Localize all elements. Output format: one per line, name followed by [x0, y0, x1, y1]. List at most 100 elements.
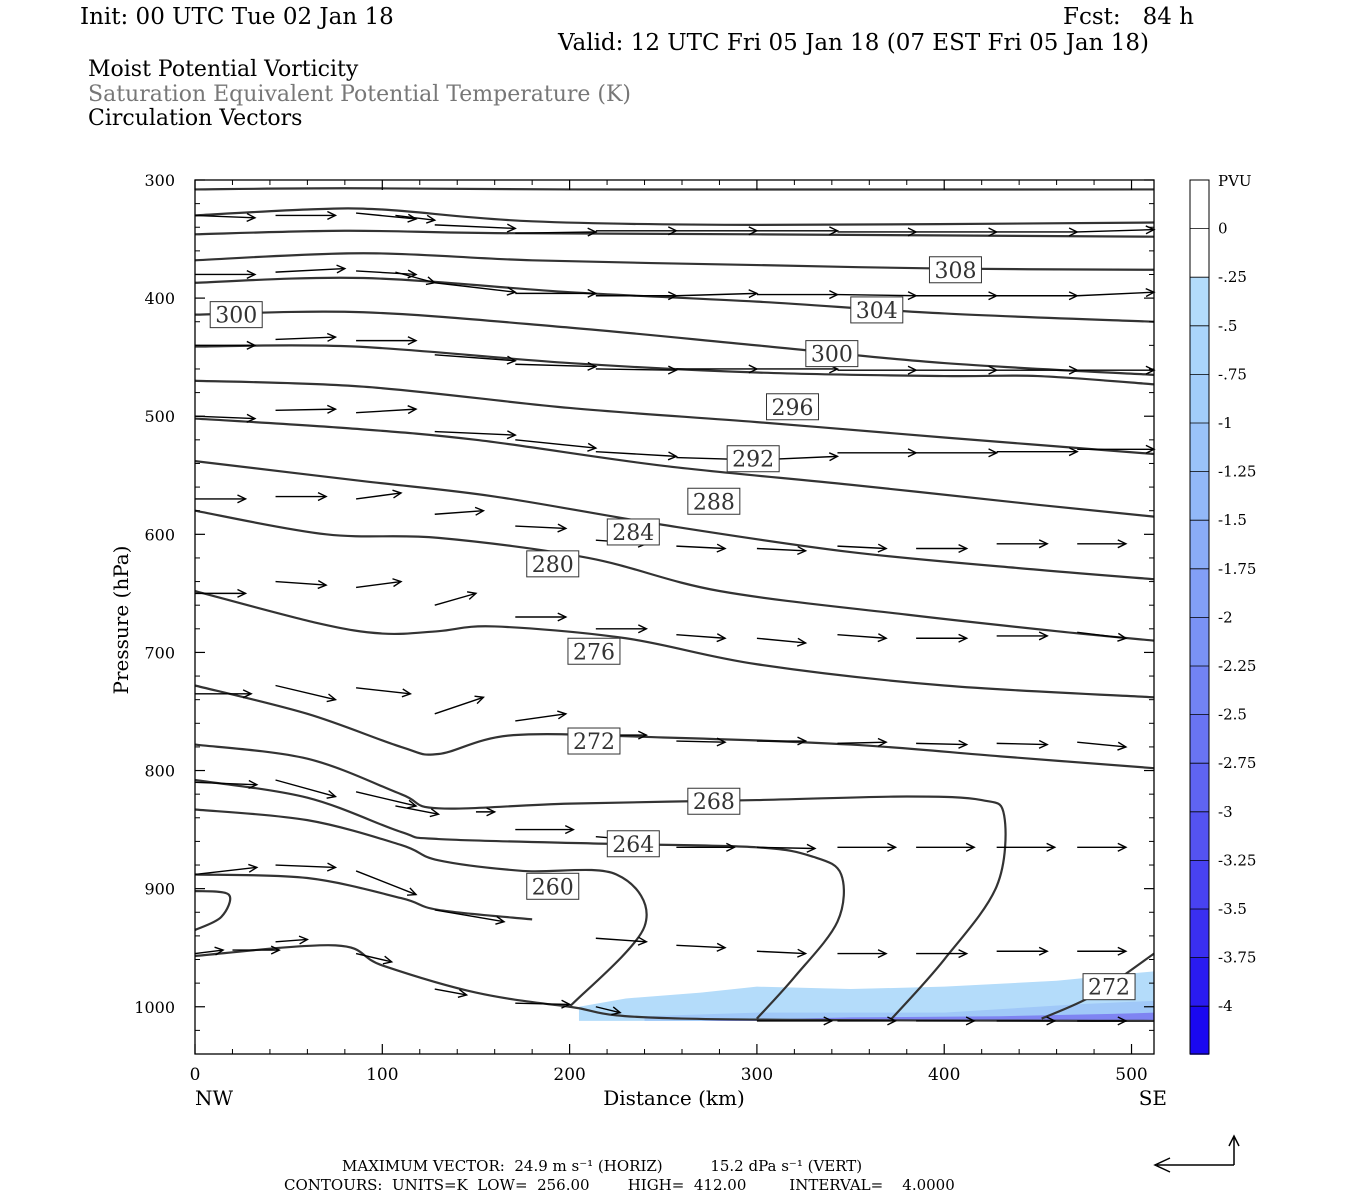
vector-arrow-99 [194, 863, 259, 876]
colorbar-swatch-10 [1190, 666, 1209, 715]
svg-text:272: 272 [1088, 976, 1130, 1001]
y-tick-label-300: 300 [144, 171, 175, 190]
colorbar-label-5: -1.25 [1218, 463, 1256, 481]
title-pv: Moist Potential Vorticity [88, 57, 359, 82]
colorbar-swatch-8 [1190, 568, 1209, 618]
vector-arrow-88 [355, 791, 418, 809]
y-axis-label: Pressure (hPa) [109, 546, 133, 695]
contour-line-11 [194, 589, 1155, 699]
vector-arrow-111 [232, 945, 281, 955]
vector-arrow-81 [756, 736, 808, 746]
contour-label-12: 264 [606, 830, 660, 858]
vector-arrow-39 [275, 404, 338, 414]
vector-arrow-65 [434, 591, 478, 606]
vector-arrow-76 [356, 687, 413, 698]
vector-arrow-86 [194, 779, 259, 789]
x-tick-label-500: 500 [1115, 1065, 1147, 1085]
svg-text:264: 264 [612, 833, 654, 858]
vector-arrow-18 [515, 288, 598, 298]
vector-arrow-119 [916, 1016, 976, 1026]
svg-text:300: 300 [215, 304, 257, 329]
y-tick-label-900: 900 [144, 880, 175, 899]
contour-line-13 [194, 743, 1007, 1020]
colorbar-label-6: -1.5 [1218, 511, 1247, 529]
svg-text:296: 296 [772, 396, 814, 421]
svg-text:284: 284 [612, 521, 654, 546]
vector-arrow-101 [355, 870, 418, 896]
contour-label-13: 260 [526, 872, 580, 900]
plot-frame [194, 179, 1155, 1055]
colorbar-swatch-9 [1190, 617, 1209, 666]
vector-arrow-26 [195, 340, 257, 350]
colorbar-swatch-13 [1190, 811, 1209, 861]
vector-arrow-120 [996, 1016, 1057, 1026]
colorbar-label-0: 0 [1218, 220, 1228, 238]
vector-arrow-25 [1077, 288, 1156, 298]
svg-text:292: 292 [732, 448, 774, 473]
vector-arrow-13 [195, 269, 257, 280]
vector-arrow-115 [515, 999, 572, 1009]
vector-arrow-20 [676, 289, 759, 299]
svg-text:288: 288 [693, 490, 735, 515]
svg-text:300: 300 [811, 343, 853, 368]
vector-arrow-52 [355, 489, 403, 500]
contour-line-3 [194, 252, 1155, 271]
colorbar-swatch-16 [1190, 957, 1209, 1007]
vector-arrow-47 [916, 448, 999, 458]
svg-text:276: 276 [573, 640, 615, 665]
colorbar-label-10: -2.5 [1218, 706, 1247, 724]
svg-text:304: 304 [856, 299, 898, 324]
colorbar-unit: PVU [1218, 172, 1252, 190]
vector-arrow-50 [195, 494, 248, 504]
vector-arrow-104 [676, 942, 727, 952]
x-axis-label: Distance (km) [603, 1086, 745, 1110]
colorbar-label-16: -4 [1218, 997, 1233, 1015]
vector-arrow-15 [356, 269, 418, 279]
vector-arrow-74 [195, 689, 253, 699]
vector-arrow-2 [356, 212, 418, 223]
vector-arrow-60 [996, 539, 1049, 549]
vector-arrow-43 [595, 450, 678, 461]
vector-arrow-28 [356, 336, 418, 346]
vector-arrow-72 [996, 631, 1049, 641]
colorbar-swatch-15 [1190, 909, 1209, 958]
vectors [194, 210, 1156, 1026]
vector-arrow-109 [1077, 946, 1128, 956]
vector-arrow-53 [434, 506, 486, 516]
contour-line-12 [194, 684, 1155, 770]
x-tick-label-100: 100 [366, 1065, 398, 1085]
y-tick-label-600: 600 [144, 525, 175, 544]
vector-arrow-113 [355, 952, 394, 965]
contour-line-5 [194, 310, 1155, 376]
vector-arrow-102 [434, 909, 506, 925]
contour-line-6 [194, 344, 1155, 386]
vector-arrow-70 [837, 633, 888, 643]
y-tick-label-1000: 1000 [134, 998, 175, 1017]
pv-shade-2 [700, 1012, 1154, 1021]
vector-arrow-96 [916, 842, 976, 852]
vector-arrow-71 [916, 633, 969, 643]
max-vector-note: MAXIMUM VECTOR: 24.9 m s⁻¹ (HORIZ) 15.2 … [342, 1157, 863, 1175]
colorbar-swatch-11 [1190, 714, 1209, 764]
y-tick-label-500: 500 [144, 407, 175, 426]
vector-arrow-11 [996, 227, 1079, 237]
colorbar-label-12: -3 [1218, 803, 1233, 821]
contour-line-9 [194, 460, 1155, 581]
contour-label-11: 268 [687, 787, 741, 815]
contour-label-9: 276 [567, 637, 621, 665]
colorbar-swatch-12 [1190, 763, 1209, 812]
svg-text:268: 268 [693, 790, 735, 815]
vector-arrow-46 [837, 448, 918, 458]
vector-arrow-68 [676, 633, 727, 643]
vector-arrow-121 [1077, 1016, 1128, 1026]
colorbar-swatch-14 [1190, 860, 1209, 909]
endpoint-left: NW [195, 1086, 234, 1110]
endpoint-right: SE [1139, 1086, 1167, 1110]
colorbar-label-3: -.75 [1218, 365, 1247, 383]
colorbar-label-15: -3.75 [1218, 949, 1256, 967]
vector-arrow-51 [275, 491, 328, 502]
vector-arrow-59 [916, 543, 969, 554]
y-tick-label-700: 700 [144, 643, 175, 662]
vector-arrow-14 [275, 264, 347, 274]
